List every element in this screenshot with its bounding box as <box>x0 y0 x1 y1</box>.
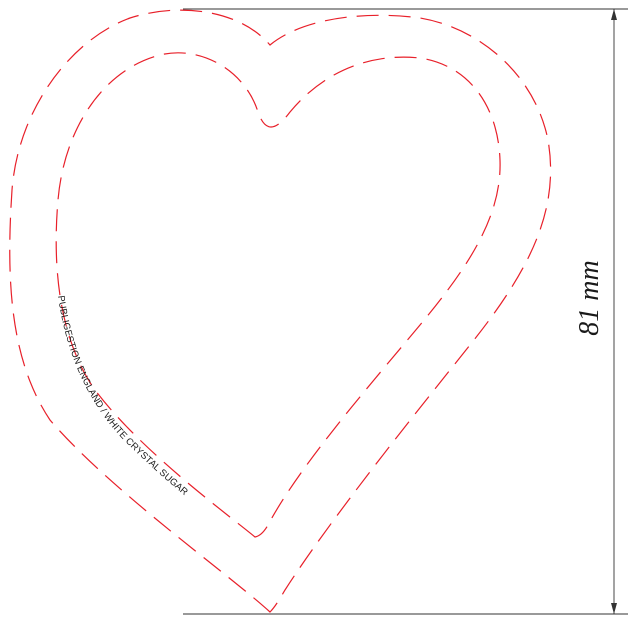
dimension-arrow-bottom <box>611 603 617 614</box>
dimension-arrow-top <box>611 9 617 20</box>
outer-heart-outline <box>9 9 552 613</box>
dimension-label: 81 mm <box>574 260 605 335</box>
inner-heart-outline <box>55 52 501 538</box>
